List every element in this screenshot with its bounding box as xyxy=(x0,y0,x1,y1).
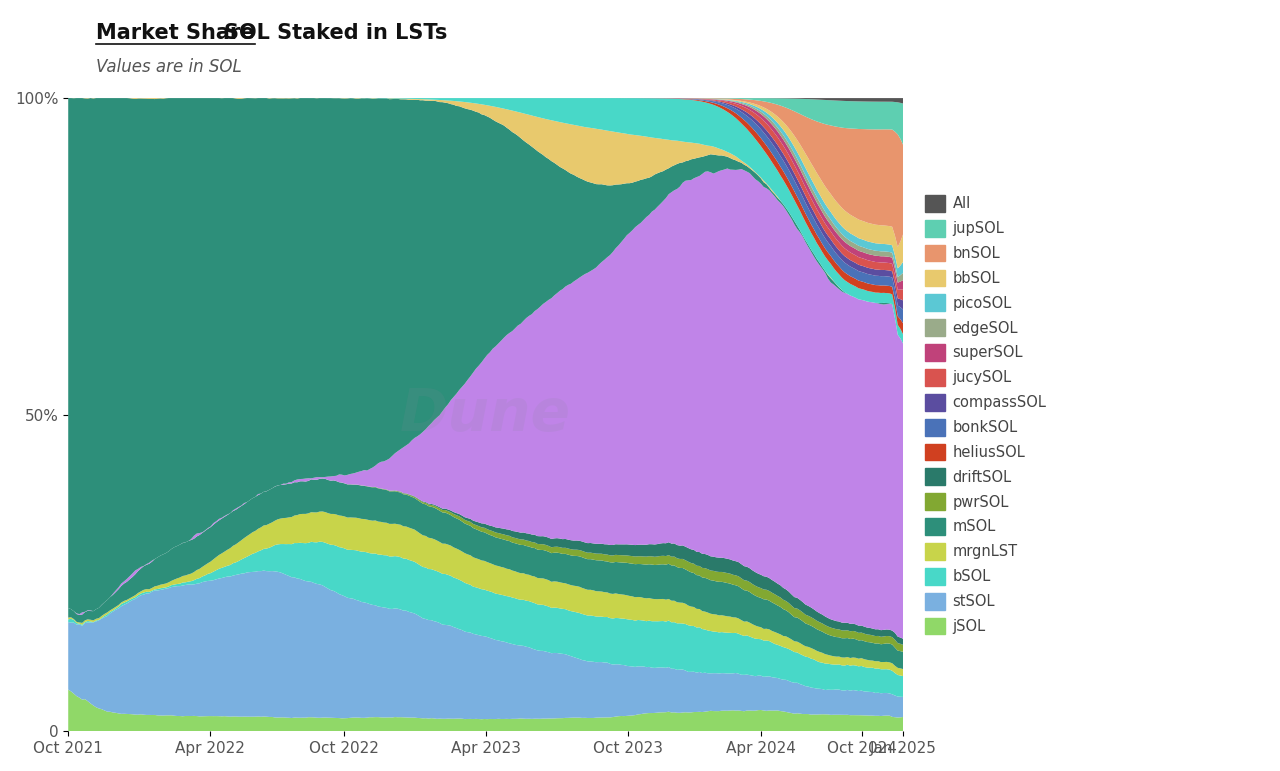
Text: SOL Staked in LSTs: SOL Staked in LSTs xyxy=(224,23,448,43)
Text: Values are in SOL: Values are in SOL xyxy=(96,58,242,76)
Text: Dune: Dune xyxy=(401,386,571,443)
Text: Market Share: Market Share xyxy=(96,23,255,43)
Legend: All, jupSOL, bnSOL, bbSOL, picoSOL, edgeSOL, superSOL, jucySOL, compassSOL, bonk: All, jupSOL, bnSOL, bbSOL, picoSOL, edge… xyxy=(919,189,1052,640)
